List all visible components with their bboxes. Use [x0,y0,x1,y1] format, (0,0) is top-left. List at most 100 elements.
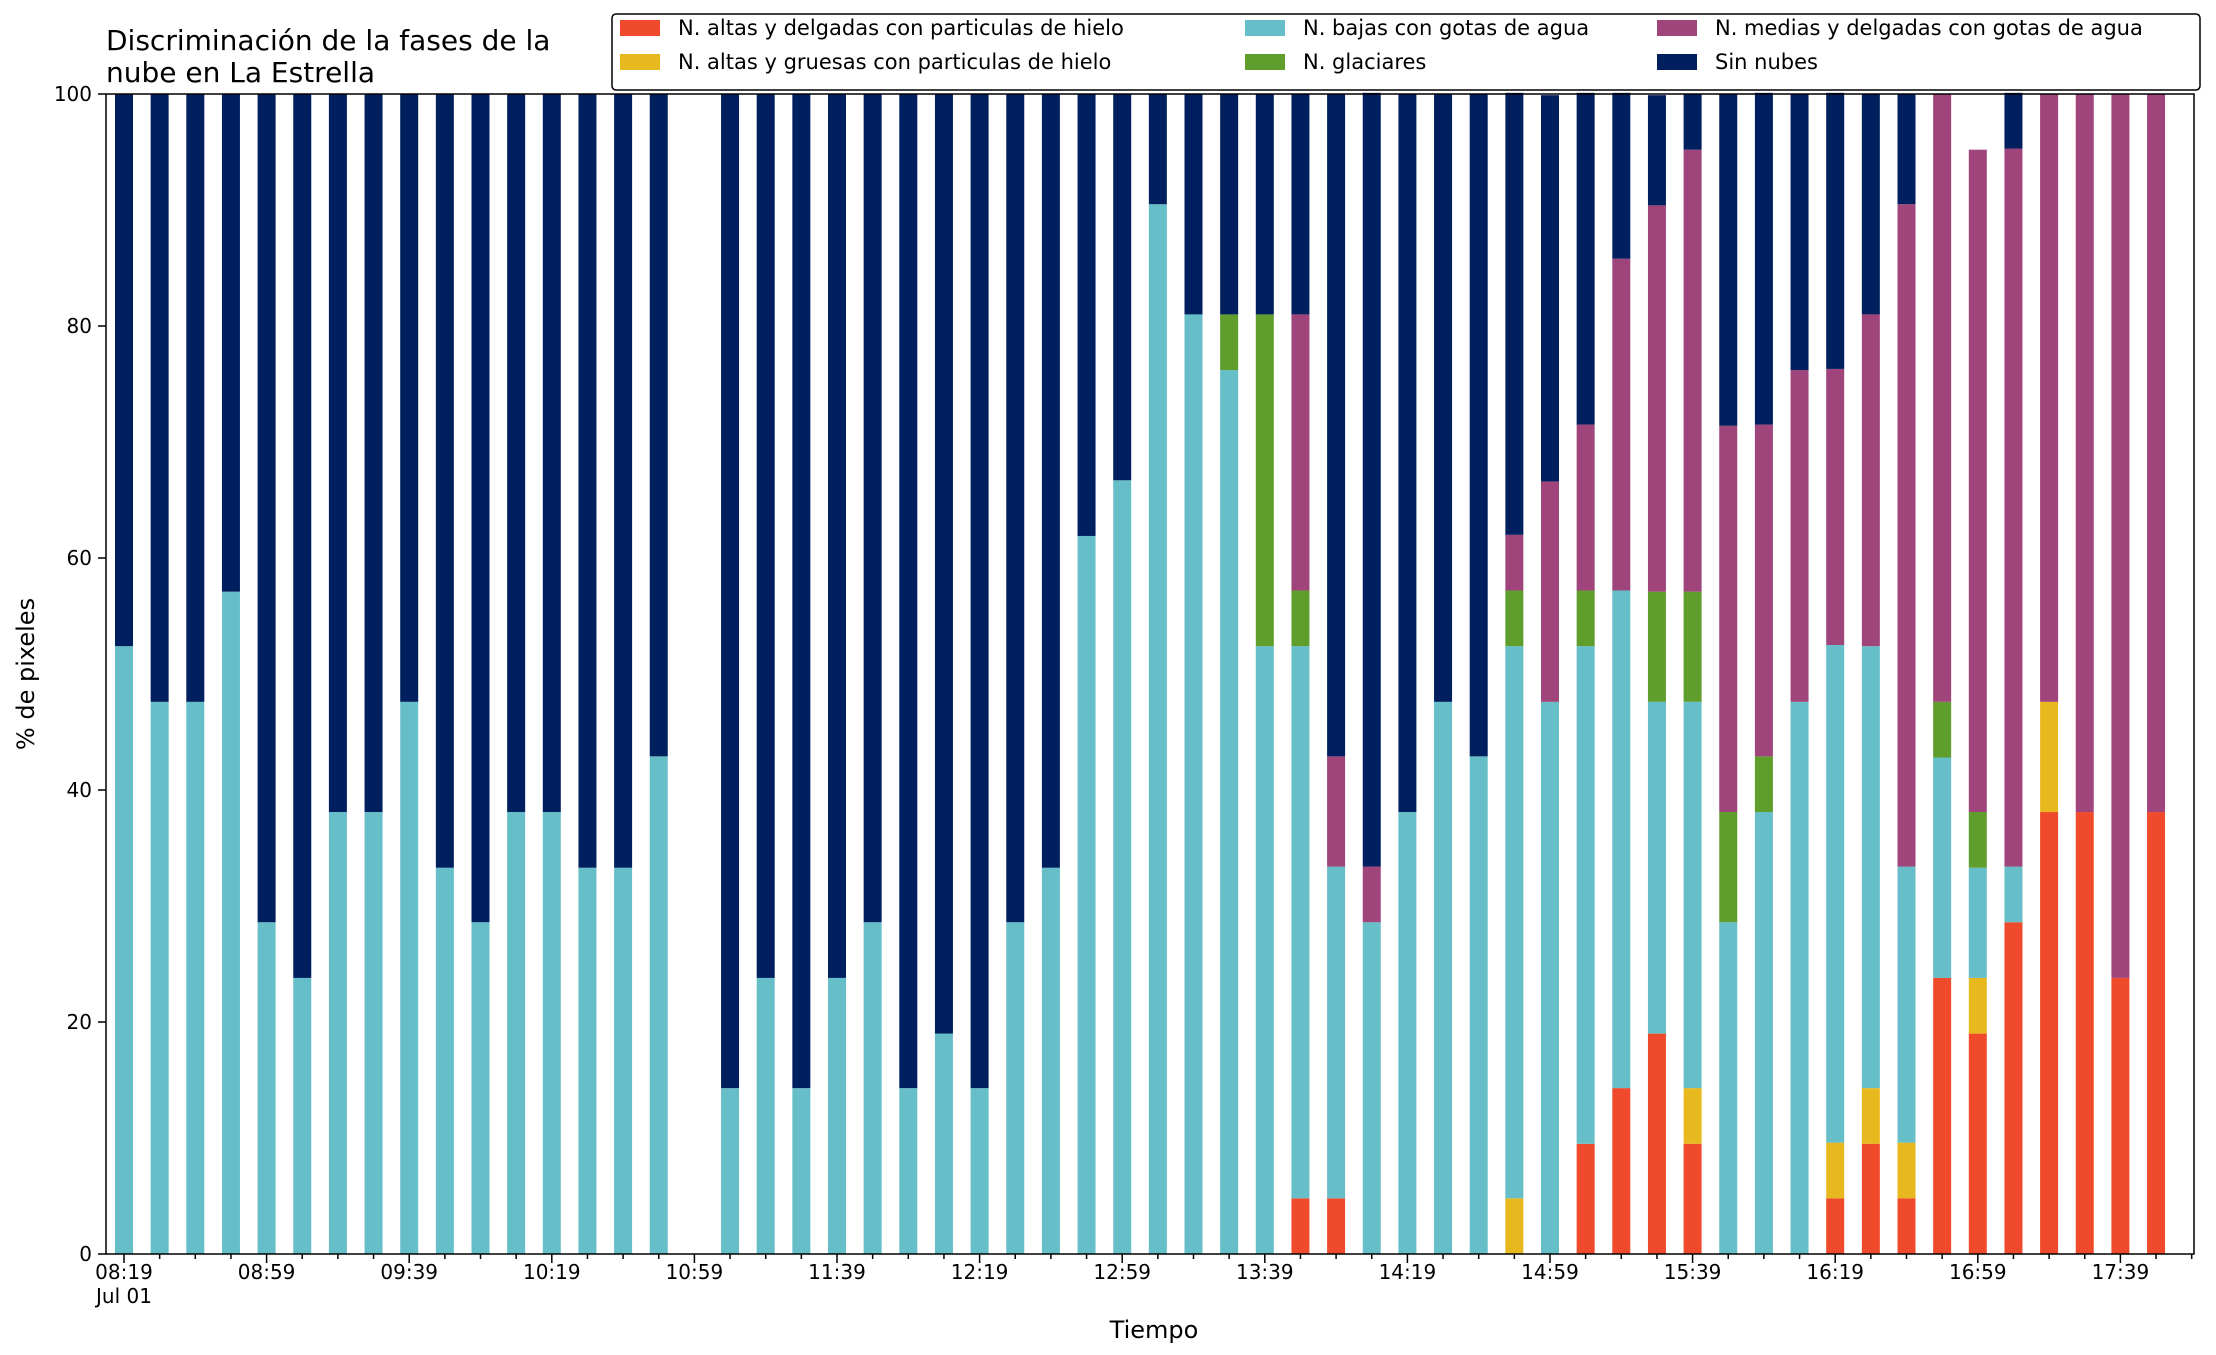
legend-label: Sin nubes [1715,50,1818,74]
bar-segment [1968,867,1987,978]
chart-title-line: Discriminación de la fases de la [106,24,550,57]
legend-label: N. altas y gruesas con particulas de hie… [678,50,1111,74]
bar-segment [1291,646,1310,1199]
bar-segment [1541,481,1559,702]
bar-segment [328,812,347,1254]
bar-segment [1291,314,1310,591]
bar-segment [328,94,347,813]
bar-segment [614,94,633,868]
y-tick-label: 40 [67,778,92,802]
bar-segment [1398,94,1417,813]
bar-segment [1505,1198,1524,1254]
bar-segment [507,812,526,1254]
bar-segment [578,94,597,868]
bar-segment [1790,370,1809,702]
bar-segment [756,94,775,978]
bar-segment [471,922,490,1254]
bar-segment [1683,149,1702,592]
bar-segment [1006,94,1025,923]
y-tick-label: 0 [79,1242,92,1266]
bar-segment [1897,1198,1916,1254]
bar-segment [1327,1198,1346,1254]
bar-segment [1541,701,1559,1254]
bar-segment [364,812,383,1254]
bar-segment [1113,480,1132,1254]
x-tick-label: 14:59 [1521,1260,1579,1284]
bar-segment [257,922,276,1254]
bars-layer [115,92,2166,1255]
bar-segment [1291,94,1310,315]
bar-segment [1790,701,1809,1254]
bar-segment [614,867,633,1254]
bar-segment [899,1088,918,1254]
bar-segment [970,1088,989,1254]
bar-segment [721,1088,740,1254]
bar-segment [1933,94,1952,702]
bar-segment [186,701,205,1254]
bar-segment [1647,1033,1666,1254]
bar-segment [221,94,240,592]
bar-segment [1469,756,1488,1254]
x-tick-label: 16:59 [1949,1260,2007,1284]
bar-segment [1434,94,1453,702]
bar-segment [1327,94,1346,757]
bar-segment [1291,590,1310,647]
bar-segment [828,94,846,978]
x-tick-label: 14:19 [1379,1260,1437,1284]
x-tick-label: 17:39 [2092,1260,2150,1284]
bar-segment [542,812,561,1254]
bar-segment [435,94,454,868]
bar-segment [1255,646,1274,1254]
bar-segment [293,94,312,978]
bar-segment [2004,148,2023,867]
x-tick-label: 08:19 Jul 01 [94,1260,153,1308]
bar-segment [1683,1088,1702,1144]
bar-segment [1576,1143,1595,1254]
bar-segment [1933,701,1952,758]
bar-segment [1362,922,1381,1254]
bar-segment [1505,590,1524,647]
bar-segment [1327,756,1346,867]
bar-segment [1719,94,1738,426]
bar-segment [1148,94,1167,205]
bar-segment [1861,1143,1880,1254]
legend-swatch [1245,54,1285,70]
bar-segment [1826,1198,1845,1254]
bar-segment [1576,92,1595,425]
bar-segment [1754,92,1773,425]
bar-segment [1647,591,1666,702]
x-tick-label: 16:19 [1806,1260,1864,1284]
x-tick-label: 12:19 [951,1260,1009,1284]
bar-segment [1861,646,1880,1089]
legend-swatch [620,54,660,70]
bar-segment [934,1033,953,1254]
bar-segment [1968,1033,1987,1254]
bar-segment [792,94,811,1089]
bar-segment [293,977,312,1254]
bar-segment [1041,94,1060,868]
bar-segment [1255,314,1274,647]
bar-segment [2111,977,2130,1254]
plot-frame [105,93,2195,1255]
x-tick-label: 10:19 [523,1260,581,1284]
bar-segment [1612,1088,1631,1254]
legend-label: N. bajas con gotas de agua [1303,16,1589,40]
bar-segment [1968,977,1987,1034]
bar-segment [1362,92,1381,867]
bar-segment [899,94,918,1089]
bar-segment [1505,534,1524,591]
bar-segment [721,94,740,1089]
x-tick-label: 08:59 [238,1260,296,1284]
bar-segment [1719,812,1738,923]
x-axis: 08:19 Jul 01 08:59 09:39 10:19 10:59 11:39 12:1… [94,1254,2193,1308]
bar-segment [150,94,169,702]
bar-segment [1754,812,1773,1254]
bar-segment [1861,314,1880,647]
bar-segment [1220,314,1239,371]
bar-segment [2147,812,2166,1254]
bar-segment [1113,94,1132,481]
bar-segment [1291,1198,1310,1254]
bar-segment [1612,590,1631,1089]
y-axis: 0 20 40 60 80 100 [54,82,106,1266]
bar-segment [1505,92,1524,535]
